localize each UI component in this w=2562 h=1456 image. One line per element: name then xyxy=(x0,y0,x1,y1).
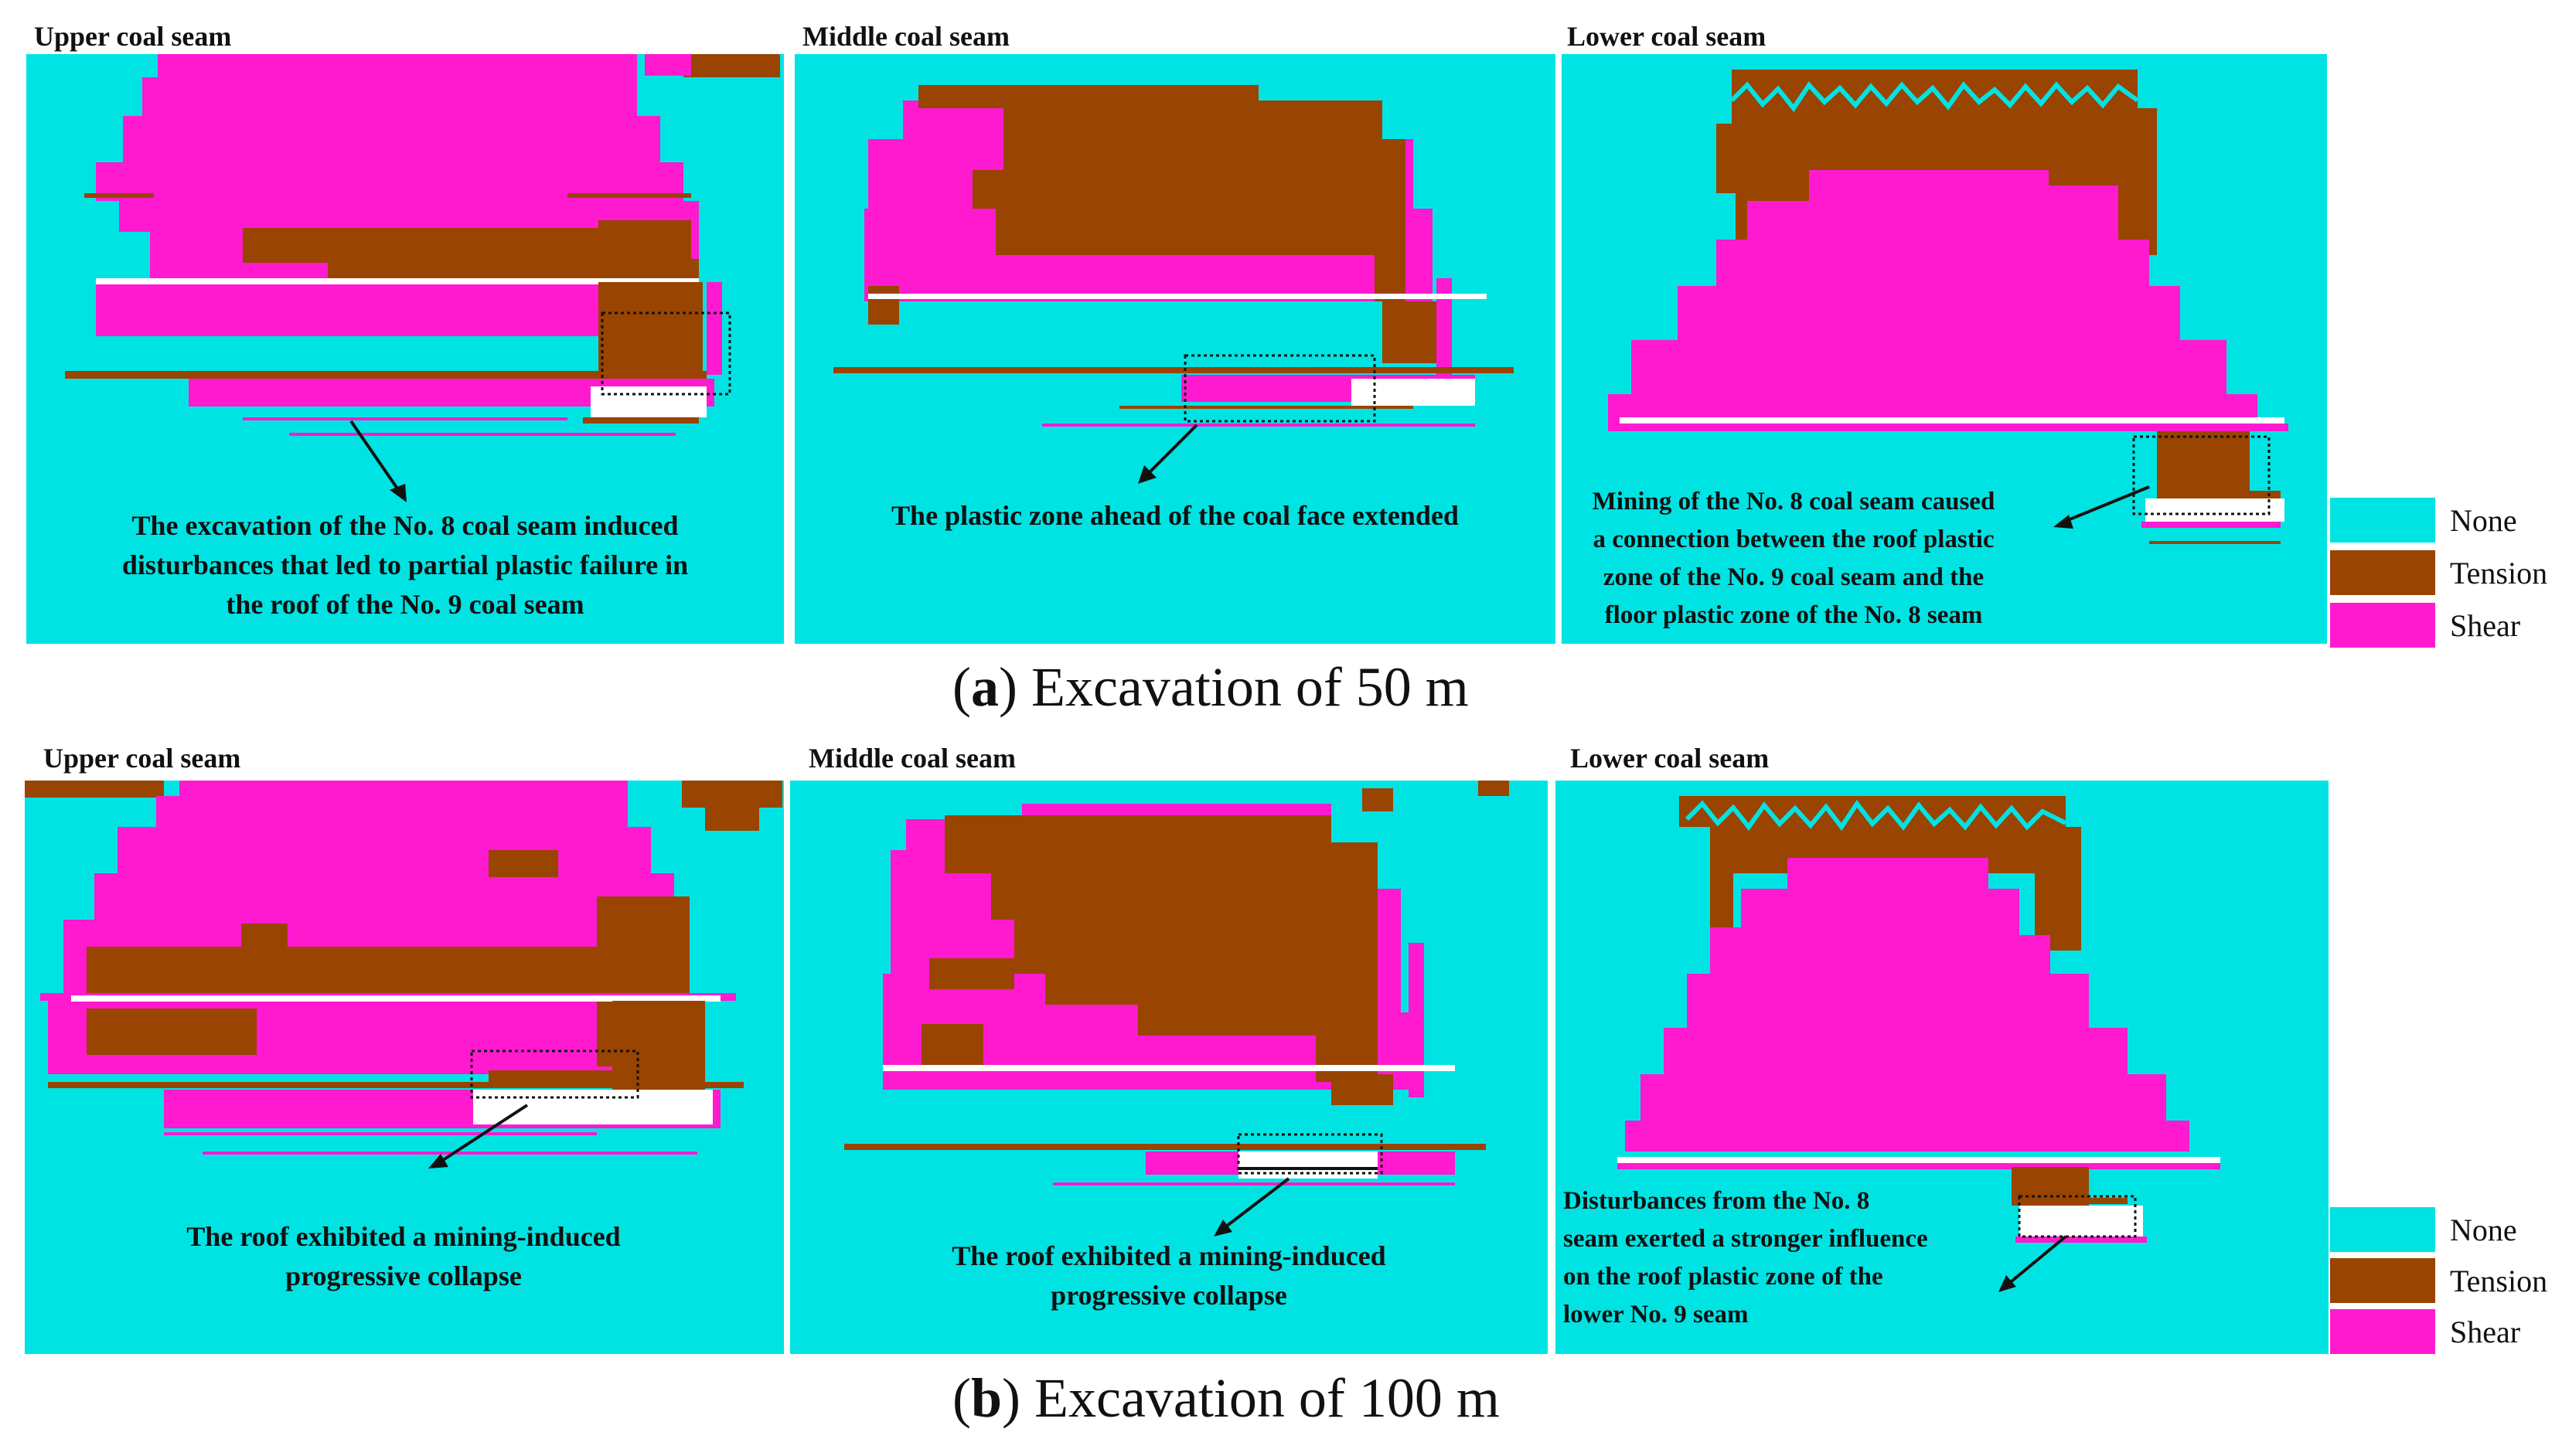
legend-swatch-shear xyxy=(2330,603,2435,648)
legend-item-none: None xyxy=(2330,498,2562,543)
panel-a3-plastic-zone-map: Mining of the No. 8 coal seam caused a c… xyxy=(1562,54,2327,644)
panel-b3-title: Lower coal seam xyxy=(1570,743,1770,774)
panel-b1-plastic-zone-map: The roof exhibited a mining-induced prog… xyxy=(25,781,784,1354)
legend-swatch-tension-b xyxy=(2330,1258,2435,1303)
panel-b1-annotation: The roof exhibited a mining-induced prog… xyxy=(186,1221,621,1291)
legend-swatch-none xyxy=(2330,498,2435,543)
legend-swatch-tension xyxy=(2330,550,2435,595)
panel-a2-plastic-zone-map: The plastic zone ahead of the coal face … xyxy=(795,54,1555,644)
panel-a2-title: Middle coal seam xyxy=(802,21,1010,52)
legend-label-tension: Tension xyxy=(2450,556,2548,590)
legend-label-tension-b: Tension xyxy=(2450,1264,2548,1298)
legend-swatch-shear-b xyxy=(2330,1309,2435,1354)
panel-a1-plastic-zone-map: The excavation of the No. 8 coal seam in… xyxy=(26,54,784,644)
panel-b3-annotation: Disturbances from the No. 8 seam exerted… xyxy=(1563,1187,1928,1328)
legend-item-tension: Tension xyxy=(2330,550,2562,595)
legend-item-tension-b: Tension xyxy=(2330,1258,2562,1303)
panel-a1-annotation: The excavation of the No. 8 coal seam in… xyxy=(121,510,689,620)
panel-a1-graphic xyxy=(65,54,780,502)
panel-a2-graphic xyxy=(833,85,1514,484)
panel-b3-plastic-zone-map: Disturbances from the No. 8 seam exerted… xyxy=(1555,781,2329,1354)
legend-label-shear-b: Shear xyxy=(2450,1315,2521,1349)
caption-a: (a) Excavation of 50 m xyxy=(952,656,1469,718)
legend-label-none: None xyxy=(2450,503,2517,538)
panel-a1-title: Upper coal seam xyxy=(34,21,232,52)
panel-b2-graphic xyxy=(844,781,1509,1237)
panel-b1-graphic xyxy=(25,781,782,1169)
panel-a3-graphic xyxy=(1608,70,2288,544)
legend-item-shear-b: Shear xyxy=(2330,1309,2562,1354)
panel-b3-graphic xyxy=(1617,796,2220,1292)
legend-label-shear: Shear xyxy=(2450,608,2521,643)
legend-row-a: None Tension Shear xyxy=(2330,498,2562,649)
caption-b: (b) Excavation of 100 m xyxy=(952,1367,1500,1429)
legend-item-none-b: None xyxy=(2330,1207,2562,1252)
legend-row-b: None Tension Shear xyxy=(2330,1207,2562,1359)
legend-item-shear: Shear xyxy=(2330,603,2562,648)
panel-b1-title: Upper coal seam xyxy=(43,743,241,774)
legend-swatch-none-b xyxy=(2330,1207,2435,1252)
panel-b2-annotation: The roof exhibited a mining-induced prog… xyxy=(952,1240,1386,1311)
panel-b2-title: Middle coal seam xyxy=(809,743,1016,774)
legend-label-none-b: None xyxy=(2450,1213,2517,1247)
panel-a3-annotation: Mining of the No. 8 coal seam caused a c… xyxy=(1592,488,1995,629)
panel-b2-plastic-zone-map: The roof exhibited a mining-induced prog… xyxy=(790,781,1548,1354)
panel-a3-title: Lower coal seam xyxy=(1567,21,1766,52)
panel-a2-annotation: The plastic zone ahead of the coal face … xyxy=(891,500,1459,531)
